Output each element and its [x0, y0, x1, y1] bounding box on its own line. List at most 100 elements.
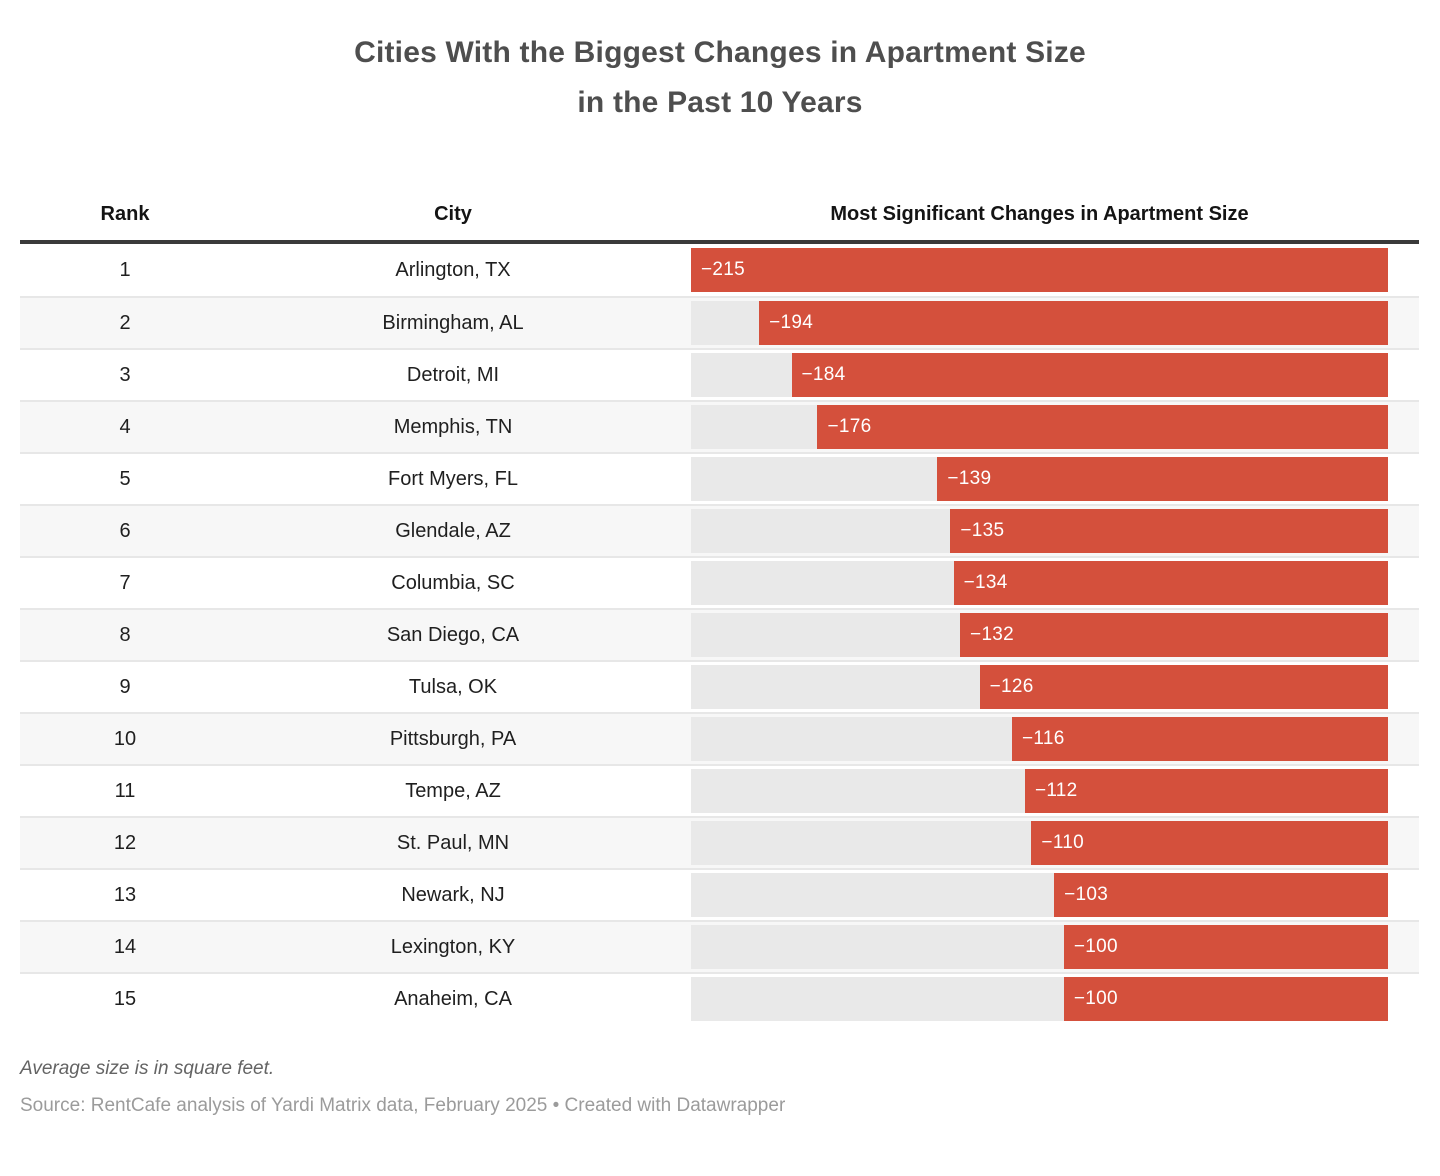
chart-page: Cities With the Biggest Changes in Apart… [0, 28, 1440, 1176]
bar-cell: −126 [676, 662, 1419, 712]
table-row: 12 St. Paul, MN −110 [20, 816, 1419, 868]
bar: −215 [691, 248, 1388, 292]
city-cell: Lexington, KY [390, 935, 516, 958]
bar: −135 [950, 509, 1388, 553]
table-row: 5 Fort Myers, FL −139 [20, 452, 1419, 504]
rank-cell: 13 [113, 883, 137, 906]
bar-track: −100 [691, 925, 1388, 969]
city-cell: San Diego, CA [386, 623, 520, 646]
rank-cell: 4 [119, 415, 131, 438]
bar-value-label: −134 [963, 572, 1008, 593]
city-cell: Columbia, SC [391, 571, 515, 594]
bar-value-label: −132 [970, 624, 1015, 645]
city-cell: Anaheim, CA [394, 987, 512, 1010]
bar: −184 [791, 353, 1388, 397]
bar-value-label: −126 [989, 676, 1034, 697]
bar-value-label: −103 [1064, 884, 1109, 905]
footnote-text: Average size is in square feet. [20, 1058, 275, 1079]
rank-cell: 10 [113, 727, 137, 750]
bar-track: −134 [691, 561, 1388, 605]
rank-cell: 5 [119, 467, 131, 490]
table-row: 10 Pittsburgh, PA −116 [20, 712, 1419, 764]
bar-value-label: −112 [1034, 780, 1078, 801]
bar-track: −100 [691, 977, 1388, 1021]
table-row: 8 San Diego, CA −132 [20, 608, 1419, 660]
rank-cell: 3 [119, 363, 131, 386]
bar-track: −184 [691, 353, 1388, 397]
city-cell: Detroit, MI [406, 363, 500, 386]
rank-cell: 8 [119, 623, 131, 646]
chart-footer: Average size is in square feet. Source: … [20, 1056, 1419, 1119]
bar-cell: −132 [676, 610, 1419, 660]
bar-value-label: −116 [1021, 728, 1065, 749]
bar: −112 [1024, 769, 1388, 813]
bar-value-label: −215 [701, 259, 745, 280]
rank-cell: 9 [119, 675, 131, 698]
bar-track: −112 [691, 769, 1388, 813]
rank-cell: 6 [119, 519, 131, 542]
bar-value-label: −194 [769, 312, 814, 333]
source-text: Source: RentCafe analysis of Yardi Matri… [20, 1095, 786, 1116]
table-row: 11 Tempe, AZ −112 [20, 764, 1419, 816]
bar: −103 [1054, 873, 1388, 917]
bar-track: −135 [691, 509, 1388, 553]
bar: −126 [979, 665, 1388, 709]
bar-cell: −184 [676, 350, 1419, 400]
column-header-city: City [434, 202, 472, 225]
rank-cell: 14 [113, 935, 137, 958]
table-row: 1 Arlington, TX −215 [20, 244, 1419, 296]
rank-cell: 2 [119, 311, 131, 334]
table-row: 2 Birmingham, AL −194 [20, 296, 1419, 348]
bar: −194 [759, 301, 1388, 345]
bar-value-label: −139 [947, 468, 992, 489]
bar-cell: −215 [676, 244, 1419, 296]
bar-track: −110 [691, 821, 1388, 865]
city-cell: Birmingham, AL [382, 311, 524, 334]
table-row: 9 Tulsa, OK −126 [20, 660, 1419, 712]
bar-track: −116 [691, 717, 1388, 761]
bar: −176 [817, 405, 1388, 449]
table-header-row: Rank City Most Significant Changes in Ap… [20, 188, 1419, 244]
bar-cell: −103 [676, 870, 1419, 920]
rank-cell: 12 [113, 831, 137, 854]
bar-track: −194 [691, 301, 1388, 345]
city-cell: St. Paul, MN [396, 831, 510, 854]
table-row: 13 Newark, NJ −103 [20, 868, 1419, 920]
table-row: 15 Anaheim, CA −100 [20, 972, 1419, 1024]
bar: −134 [953, 561, 1388, 605]
rank-cell: 1 [119, 258, 131, 281]
bar-track: −132 [691, 613, 1388, 657]
bar-cell: −100 [676, 974, 1419, 1024]
bar-cell: −176 [676, 402, 1419, 452]
city-cell: Arlington, TX [395, 258, 511, 281]
bar-value-label: −110 [1041, 832, 1085, 853]
city-cell: Tulsa, OK [408, 675, 498, 698]
city-cell: Fort Myers, FL [387, 467, 518, 490]
bar-value-label: −100 [1073, 936, 1118, 957]
ranking-table: Rank City Most Significant Changes in Ap… [20, 188, 1419, 1024]
rank-cell: 7 [119, 571, 131, 594]
table-row: 14 Lexington, KY −100 [20, 920, 1419, 972]
chart-title: Cities With the Biggest Changes in Apart… [354, 36, 1086, 119]
table-body: 1 Arlington, TX −215 2 Birmingham, AL −194 3 De… [20, 244, 1419, 1024]
city-cell: Newark, NJ [401, 883, 505, 906]
table-row: 7 Columbia, SC −134 [20, 556, 1419, 608]
bar: −110 [1031, 821, 1388, 865]
bar-cell: −112 [676, 766, 1419, 816]
city-cell: Tempe, AZ [405, 779, 501, 802]
bar: −139 [937, 457, 1388, 501]
bar-value-label: −135 [960, 520, 1005, 541]
bar-track: −126 [691, 665, 1388, 709]
bar-value-label: −184 [801, 364, 846, 385]
bar-cell: −134 [676, 558, 1419, 608]
bar-cell: −194 [676, 298, 1419, 348]
bar-cell: −100 [676, 922, 1419, 972]
bar: −100 [1063, 977, 1388, 1021]
rank-cell: 11 [114, 779, 136, 802]
bar-track: −139 [691, 457, 1388, 501]
bar-value-label: −176 [827, 416, 872, 437]
column-header-rank: Rank [100, 202, 150, 225]
bar-cell: −116 [676, 714, 1419, 764]
bar-cell: −135 [676, 506, 1419, 556]
bar: −116 [1011, 717, 1388, 761]
